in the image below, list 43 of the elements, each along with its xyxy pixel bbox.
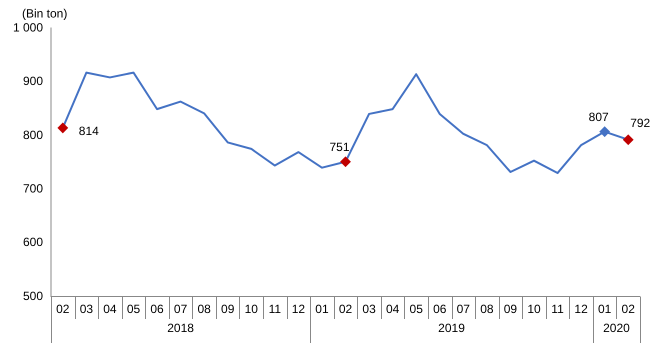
- x-tick-label: 09: [221, 302, 235, 316]
- x-tick-label: 07: [456, 302, 470, 316]
- point: [623, 134, 634, 145]
- x-tick-label: 08: [197, 302, 212, 316]
- x-tick-label: 09: [504, 302, 518, 316]
- x-tick-label: 03: [80, 302, 94, 316]
- x-tick-label: 11: [268, 302, 282, 316]
- text: 2018: [167, 320, 194, 335]
- y-tick-label: 500: [23, 288, 44, 303]
- data-label: 814: [78, 124, 100, 138]
- text: 2020: [603, 320, 630, 335]
- x-tick-label: 01: [598, 302, 612, 316]
- x-tick-label: 06: [150, 302, 164, 316]
- point: [600, 126, 610, 137]
- point: [58, 122, 68, 133]
- data-label: 792: [630, 116, 651, 130]
- y-tick-label: 700: [23, 181, 44, 196]
- data-label: 807: [588, 110, 609, 124]
- x-tick-label: 02: [622, 302, 636, 316]
- x-tick-label: 08: [480, 302, 494, 316]
- x-tick-label: 12: [292, 302, 306, 316]
- x-tick-label: 11: [551, 302, 564, 316]
- x-tick-label: 10: [527, 302, 541, 316]
- x-tick-label: 03: [362, 302, 376, 316]
- x-tick-label: 05: [126, 302, 140, 316]
- y-tick-label: 600: [23, 235, 44, 250]
- x-tick-label: 05: [410, 302, 424, 316]
- y-tick-label: 1 000: [13, 20, 44, 34]
- x-tick-label: 02: [56, 302, 70, 316]
- x-tick-label: 10: [244, 302, 258, 316]
- y-tick-label: 900: [23, 74, 44, 88]
- x-tick-label: 04: [386, 302, 400, 316]
- x-tick-label: 07: [174, 302, 188, 316]
- x-tick-label: 06: [433, 302, 447, 316]
- data-label: 751: [330, 140, 350, 154]
- x-tick-label: 02: [338, 302, 353, 316]
- text: 2019: [438, 320, 466, 335]
- x-tick-label: 01: [315, 302, 329, 316]
- x-tick-label: 12: [574, 302, 588, 316]
- x-tick-label: 04: [103, 302, 117, 316]
- y-tick-label: 800: [23, 128, 44, 142]
- point: [340, 156, 351, 167]
- y-axis-title: (Bin ton): [22, 6, 68, 20]
